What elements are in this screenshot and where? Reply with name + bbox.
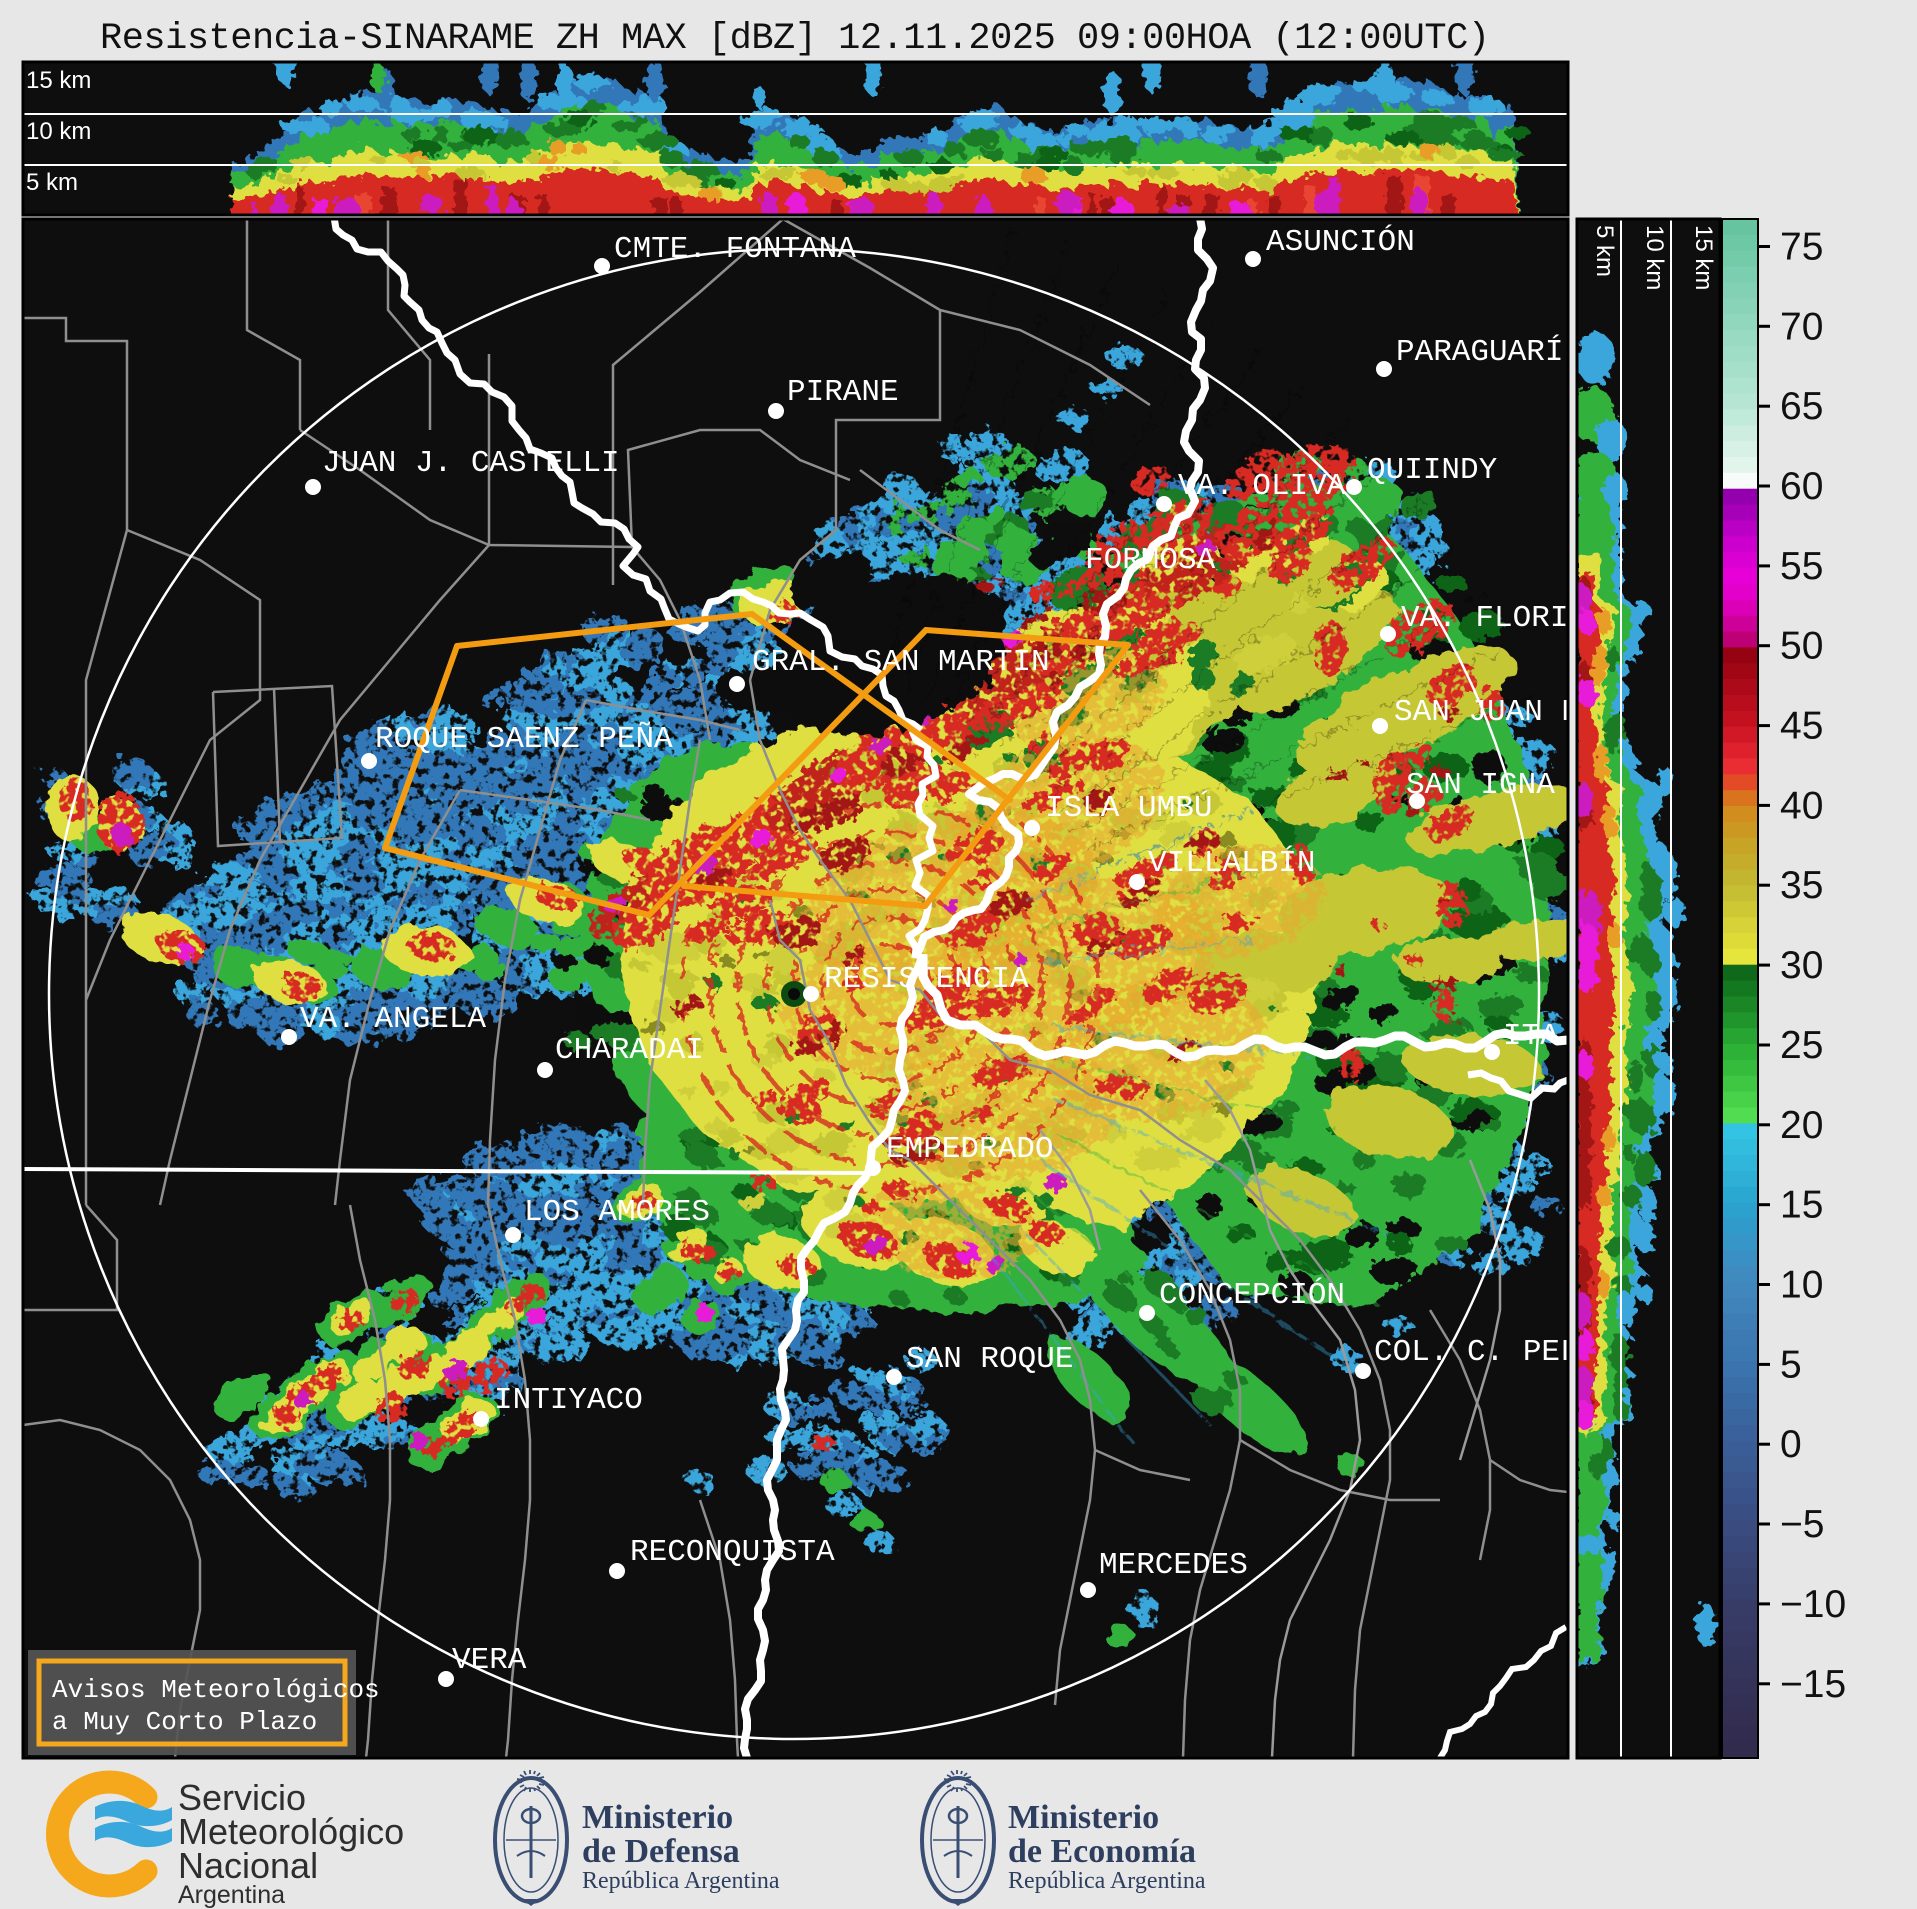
svg-text:a Muy Corto Plazo: a Muy Corto Plazo (52, 1707, 317, 1737)
svg-text:15 km: 15 km (26, 67, 91, 94)
svg-text:45: 45 (1780, 705, 1823, 748)
svg-text:RECONQUISTA: RECONQUISTA (630, 1535, 835, 1570)
svg-text:VA. ANGELA: VA. ANGELA (300, 1002, 486, 1037)
svg-text:65: 65 (1780, 385, 1823, 428)
svg-text:de Defensa: de Defensa (582, 1833, 740, 1870)
svg-text:Servicio: Servicio (178, 1777, 306, 1818)
svg-text:Resistencia-SINARAME ZH MAX [d: Resistencia-SINARAME ZH MAX [dBZ] 12.11.… (100, 18, 1490, 60)
svg-text:República Argentina: República Argentina (1008, 1868, 1206, 1894)
svg-text:25: 25 (1780, 1024, 1823, 1067)
svg-text:JUAN J. CASTELLI: JUAN J. CASTELLI (322, 446, 620, 481)
svg-text:35: 35 (1780, 864, 1823, 907)
svg-text:PARAGUARÍ: PARAGUARÍ (1396, 333, 1563, 370)
svg-text:PIRANE: PIRANE (787, 375, 899, 410)
svg-text:0: 0 (1780, 1423, 1802, 1466)
svg-text:15 km: 15 km (1690, 225, 1717, 290)
svg-text:INTIYACO: INTIYACO (494, 1383, 643, 1418)
svg-text:GRAL. SAN MARTIN: GRAL. SAN MARTIN (752, 645, 1050, 680)
svg-text:−5: −5 (1780, 1503, 1824, 1546)
svg-text:SAN IGNA: SAN IGNA (1406, 768, 1555, 803)
svg-text:5 km: 5 km (26, 169, 78, 196)
svg-text:Ministerio: Ministerio (1008, 1799, 1159, 1836)
svg-text:MERCEDES: MERCEDES (1099, 1548, 1248, 1583)
svg-text:70: 70 (1780, 305, 1823, 348)
svg-text:40: 40 (1780, 784, 1823, 827)
svg-text:15: 15 (1780, 1184, 1823, 1227)
svg-text:RESISTENCIA: RESISTENCIA (824, 962, 1029, 997)
svg-text:COL. C. PEL: COL. C. PEL (1374, 1335, 1579, 1370)
svg-text:CONCEPCIÓN: CONCEPCIÓN (1159, 1276, 1345, 1313)
svg-text:ASUNCIÓN: ASUNCIÓN (1266, 223, 1415, 260)
svg-text:10 km: 10 km (1641, 225, 1668, 290)
svg-text:10 km: 10 km (26, 118, 91, 145)
svg-text:Avisos Meteorológicos: Avisos Meteorológicos (52, 1675, 380, 1705)
svg-text:VA. OLIVA: VA. OLIVA (1178, 469, 1346, 504)
svg-text:−15: −15 (1780, 1663, 1846, 1706)
svg-text:QUIINDY: QUIINDY (1367, 453, 1498, 488)
svg-text:ROQUE SAENZ PEÑA: ROQUE SAENZ PEÑA (375, 721, 673, 757)
svg-text:SAN ROQUE: SAN ROQUE (906, 1342, 1073, 1377)
svg-text:República Argentina: República Argentina (582, 1868, 780, 1894)
svg-text:EMPEDRADO: EMPEDRADO (886, 1132, 1053, 1167)
svg-text:ISLA UMBÚ: ISLA UMBÚ (1045, 789, 1212, 826)
svg-text:75: 75 (1780, 226, 1823, 269)
svg-text:60: 60 (1780, 465, 1823, 508)
svg-text:FORMOSA: FORMOSA (1085, 543, 1216, 578)
svg-text:VILLALBÍN: VILLALBÍN (1148, 844, 1315, 881)
svg-text:LOS AMORES: LOS AMORES (524, 1195, 710, 1230)
svg-text:30: 30 (1780, 944, 1823, 987)
svg-text:5 km: 5 km (1591, 225, 1618, 277)
svg-text:Ministerio: Ministerio (582, 1799, 733, 1836)
svg-text:50: 50 (1780, 625, 1823, 668)
svg-text:Nacional: Nacional (178, 1845, 318, 1886)
svg-text:10: 10 (1780, 1264, 1823, 1307)
svg-text:ITA: ITA (1503, 1019, 1559, 1054)
svg-text:CHARADAI: CHARADAI (555, 1033, 704, 1068)
svg-text:de Economía: de Economía (1008, 1833, 1196, 1870)
svg-text:20: 20 (1780, 1104, 1823, 1147)
svg-text:CMTE. FONTANA: CMTE. FONTANA (614, 232, 856, 267)
svg-text:Argentina: Argentina (178, 1881, 285, 1909)
svg-text:VA. FLORIDA: VA. FLORIDA (1401, 601, 1606, 636)
svg-text:55: 55 (1780, 545, 1823, 588)
svg-text:Meteorológico: Meteorológico (178, 1811, 404, 1852)
svg-text:SAN JUAN B: SAN JUAN B (1394, 695, 1580, 730)
svg-text:−10: −10 (1780, 1583, 1846, 1626)
svg-text:VERA: VERA (452, 1643, 527, 1678)
svg-text:5: 5 (1780, 1343, 1802, 1386)
